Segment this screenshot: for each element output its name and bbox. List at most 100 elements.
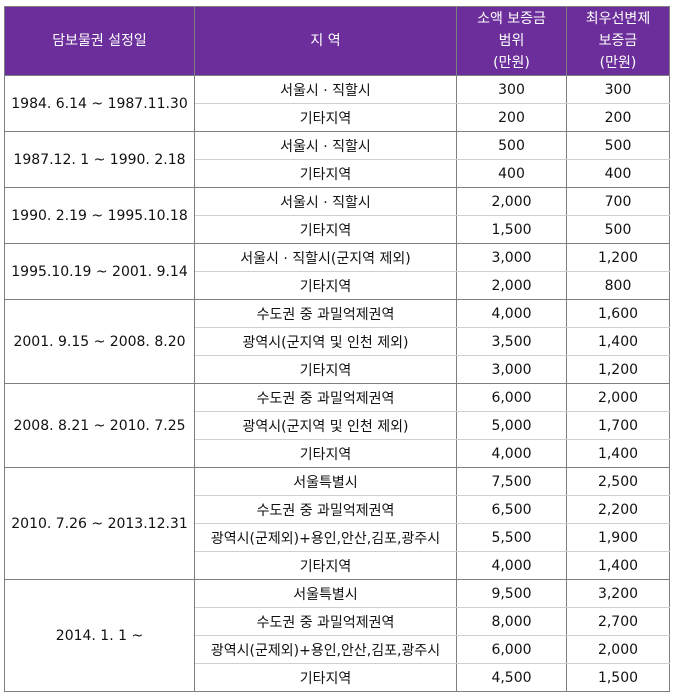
region-cell: 서울시 · 직할시 [194,131,457,160]
table-row: 수도권 중 과밀억제권역 6,500 2,200 [5,495,670,524]
small-deposit-priority-table: 담보물권 설정일 지 역 소액 보증금 범위 (만원) 최우선변제 보증금 (만… [4,6,670,692]
deposit-table-container: 담보물권 설정일 지 역 소액 보증금 범위 (만원) 최우선변제 보증금 (만… [4,6,670,692]
deposit-range-cell: 6,500 [456,495,567,524]
deposit-range-cell: 6,000 [456,635,567,664]
priority-deposit-cell: 2,500 [566,467,670,496]
table-body: 1984. 6.14 ~ 1987.11.30 서울시 · 직할시 300 300 기타… [4,75,670,692]
region-cell: 기타지역 [194,103,457,132]
region-cell: 광역시(군지역 및 인천 제외) [194,411,457,440]
region-cell: 광역시(군지역 및 인천 제외) [194,327,457,356]
deposit-range-cell: 5,500 [456,523,567,552]
priority-deposit-cell: 500 [566,215,670,244]
deposit-range-cell: 9,500 [456,579,567,608]
region-cell: 수도권 중 과밀억제권역 [194,607,457,636]
region-cell: 기타지역 [194,271,457,300]
region-cell: 기타지역 [194,355,457,384]
region-cell: 기타지역 [194,439,457,468]
table-row: 광역시(군지역 및 인천 제외) 5,000 1,700 [5,411,670,440]
region-cell: 광역시(군제외)+용인,안산,김포,광주시 [194,523,457,552]
period-cell: 2014. 1. 1 ~ [4,579,195,692]
deposit-range-cell: 6,000 [456,383,567,412]
table-row: 기타지역 3,000 1,200 [5,355,670,384]
region-cell: 기타지역 [194,551,457,580]
period-cell: 1987.12. 1 ~ 1990. 2.18 [4,131,195,188]
region-cell: 기타지역 [194,159,457,188]
period-cell: 1995.10.19 ~ 2001. 9.14 [4,243,195,300]
region-cell: 광역시(군제외)+용인,안산,김포,광주시 [194,635,457,664]
priority-deposit-cell: 2,700 [566,607,670,636]
table-row: 기타지역 400 400 [5,159,670,188]
table-row: 광역시(군제외)+용인,안산,김포,광주시 5,500 1,900 [5,523,670,552]
region-cell: 기타지역 [194,663,457,692]
deposit-range-cell: 1,500 [456,215,567,244]
table-row: 기타지역 4,000 1,400 [5,551,670,580]
priority-deposit-cell: 2,000 [566,635,670,664]
deposit-range-cell: 3,000 [456,243,567,272]
deposit-range-cell: 2,000 [456,271,567,300]
header-row: 담보물권 설정일 지 역 소액 보증금 범위 (만원) 최우선변제 보증금 (만… [4,6,670,76]
table-row: 1990. 2.19 ~ 1995.10.18 서울시 · 직할시 2,000 700 [4,187,670,244]
table-header: 담보물권 설정일 지 역 소액 보증금 범위 (만원) 최우선변제 보증금 (만… [4,6,670,76]
header-priority-deposit: 최우선변제 보증금 (만원) [566,6,670,76]
deposit-range-cell: 4,500 [456,663,567,692]
header-mortgage-date: 담보물권 설정일 [4,6,195,76]
table-row: 2014. 1. 1 ~ 서울특별시 9,500 3,200 [4,579,670,692]
priority-deposit-cell: 1,200 [566,355,670,384]
table-row: 1995.10.19 ~ 2001. 9.14 서울시 · 직할시(군지역 제외)… [4,243,670,300]
priority-deposit-cell: 400 [566,159,670,188]
priority-deposit-cell: 1,400 [566,439,670,468]
table-row: 기타지역 4,500 1,500 [5,663,670,692]
period-cell: 1984. 6.14 ~ 1987.11.30 [4,75,195,132]
deposit-range-cell: 4,000 [456,551,567,580]
priority-deposit-cell: 3,200 [566,579,670,608]
deposit-range-cell: 3,000 [456,355,567,384]
deposit-range-cell: 300 [456,75,567,104]
region-cell: 수도권 중 과밀억제권역 [194,299,457,328]
deposit-range-cell: 3,500 [456,327,567,356]
priority-deposit-cell: 1,400 [566,327,670,356]
region-cell: 기타지역 [194,215,457,244]
priority-deposit-cell: 1,500 [566,663,670,692]
priority-deposit-cell: 1,600 [566,299,670,328]
table-row: 기타지역 4,000 1,400 [5,439,670,468]
table-row: 2008. 8.21 ~ 2010. 7.25 수도권 중 과밀억제권역 6,000… [4,383,670,468]
deposit-range-cell: 7,500 [456,467,567,496]
region-cell: 수도권 중 과밀억제권역 [194,383,457,412]
priority-deposit-cell: 800 [566,271,670,300]
priority-deposit-cell: 300 [566,75,670,104]
priority-deposit-cell: 1,400 [566,551,670,580]
region-cell: 수도권 중 과밀억제권역 [194,495,457,524]
table-row: 1987.12. 1 ~ 1990. 2.18 서울시 · 직할시 500 500 [4,131,670,188]
deposit-range-cell: 2,000 [456,187,567,216]
priority-deposit-cell: 2,200 [566,495,670,524]
period-cell: 2001. 9.15 ~ 2008. 8.20 [4,299,195,384]
deposit-range-cell: 200 [456,103,567,132]
priority-deposit-cell: 2,000 [566,383,670,412]
table-row: 1984. 6.14 ~ 1987.11.30 서울시 · 직할시 300 300 [4,75,670,132]
table-row: 기타지역 200 200 [5,103,670,132]
deposit-range-cell: 400 [456,159,567,188]
priority-deposit-cell: 1,200 [566,243,670,272]
table-row: 기타지역 1,500 500 [5,215,670,244]
deposit-range-cell: 5,000 [456,411,567,440]
period-cell: 1990. 2.19 ~ 1995.10.18 [4,187,195,244]
priority-deposit-cell: 500 [566,131,670,160]
deposit-range-cell: 4,000 [456,299,567,328]
region-cell: 서울특별시 [194,467,457,496]
table-row: 기타지역 2,000 800 [5,271,670,300]
priority-deposit-cell: 1,700 [566,411,670,440]
priority-deposit-cell: 1,900 [566,523,670,552]
period-cell: 2008. 8.21 ~ 2010. 7.25 [4,383,195,468]
region-cell: 서울시 · 직할시 [194,187,457,216]
region-cell: 서울특별시 [194,579,457,608]
period-cell: 2010. 7.26 ~ 2013.12.31 [4,467,195,580]
region-cell: 서울시 · 직할시 [194,75,457,104]
table-row: 2010. 7.26 ~ 2013.12.31 서울특별시 7,500 2,500 [4,467,670,580]
priority-deposit-cell: 200 [566,103,670,132]
region-cell: 서울시 · 직할시(군지역 제외) [194,243,457,272]
deposit-range-cell: 8,000 [456,607,567,636]
table-row: 광역시(군지역 및 인천 제외) 3,500 1,400 [5,327,670,356]
deposit-range-cell: 4,000 [456,439,567,468]
header-deposit-range: 소액 보증금 범위 (만원) [456,6,567,76]
header-region: 지 역 [194,6,457,76]
